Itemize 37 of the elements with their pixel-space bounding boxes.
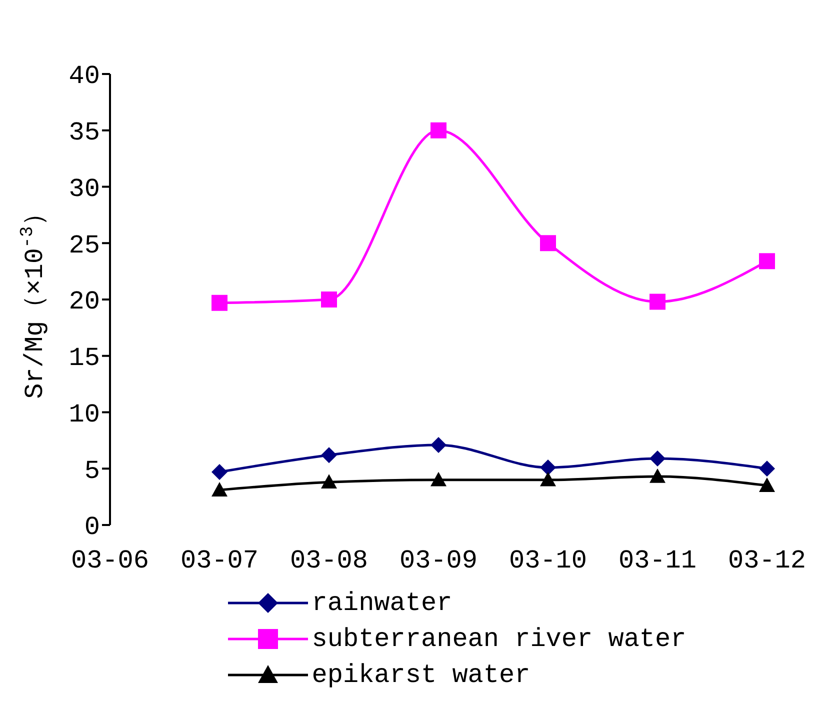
y-tick-label: 15 xyxy=(68,343,100,374)
point xyxy=(430,122,446,138)
legend-label: subterranean river water xyxy=(312,624,686,654)
point xyxy=(540,235,556,252)
point xyxy=(430,472,446,486)
point xyxy=(212,482,228,496)
point xyxy=(650,468,666,483)
y-tick-label: 5 xyxy=(84,456,100,486)
point xyxy=(212,294,228,311)
y-tick-label: 40 xyxy=(68,61,100,92)
x-tick-label: 03-11 xyxy=(618,545,697,576)
x-tick-label: 03-10 xyxy=(508,545,588,576)
point xyxy=(759,253,775,270)
y-tick-label: 25 xyxy=(68,230,100,260)
legend-label: rainwater xyxy=(312,588,452,618)
point xyxy=(321,474,337,489)
x-tick-label: 03-08 xyxy=(290,545,368,576)
y-tick-label: 20 xyxy=(68,286,100,317)
point xyxy=(540,472,556,486)
x-tick-label: 03-06 xyxy=(70,545,150,576)
x-tick-label: 03-09 xyxy=(399,545,478,576)
point xyxy=(759,460,775,477)
point xyxy=(540,459,556,476)
y-tick-label: 10 xyxy=(68,399,100,430)
point xyxy=(759,478,775,492)
x-tick-label: 03-12 xyxy=(728,545,806,576)
point xyxy=(321,292,337,308)
point xyxy=(321,447,337,464)
point xyxy=(650,294,666,310)
x-tick-label: 03-07 xyxy=(180,545,259,576)
point xyxy=(430,436,446,453)
point xyxy=(650,450,666,466)
y-tick-label: 35 xyxy=(68,118,100,148)
y-tick-label: 0 xyxy=(84,512,100,542)
point xyxy=(212,464,228,480)
y-tick-label: 30 xyxy=(68,174,100,204)
legend-label: epikarst water xyxy=(312,660,530,690)
